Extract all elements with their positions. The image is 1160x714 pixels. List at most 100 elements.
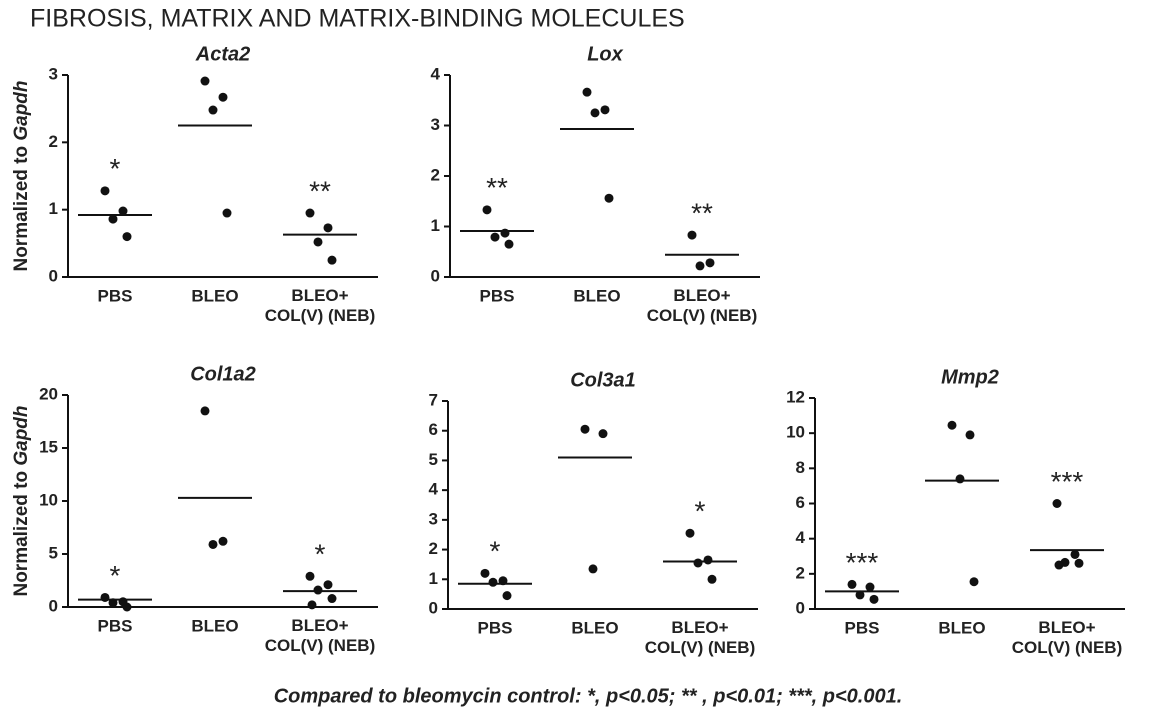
- footnote: Compared to bleomycin control: *, p<0.05…: [274, 685, 903, 707]
- data-point: [1052, 499, 1062, 508]
- data-point: [695, 261, 705, 271]
- y-axis-label-part: Gapdh: [11, 405, 32, 465]
- data-point: [118, 206, 128, 216]
- y-tick-label: 4: [796, 528, 806, 547]
- x-tick-label: PBS: [98, 286, 133, 305]
- data-point: [955, 474, 965, 484]
- data-point: [122, 232, 132, 242]
- data-point: [305, 571, 315, 581]
- data-point: [208, 105, 218, 115]
- data-point: [580, 424, 590, 434]
- data-point: [1074, 558, 1084, 568]
- significance: *: [695, 496, 706, 527]
- y-tick-label: 0: [796, 598, 805, 617]
- data-point: [502, 591, 512, 601]
- x-tick-label: PBS: [98, 616, 133, 635]
- data-point: [588, 564, 598, 574]
- data-point: [218, 92, 228, 102]
- data-point: [582, 87, 592, 97]
- data-point: [707, 574, 717, 584]
- data-point: [969, 577, 979, 587]
- x-tick-label: BLEO+ COL(V) (NEB): [647, 286, 757, 325]
- chart-title: Col1a2: [190, 363, 256, 385]
- y-tick-label: 10: [39, 490, 58, 509]
- data-point: [480, 568, 490, 578]
- data-point: [604, 193, 614, 203]
- data-point: [685, 528, 695, 538]
- data-point: [313, 585, 323, 595]
- data-point: [327, 594, 337, 604]
- data-point: [687, 230, 697, 240]
- y-tick-label: 2: [796, 563, 805, 582]
- y-tick-label: 6: [796, 493, 805, 512]
- x-tick-label: BLEO: [191, 616, 238, 635]
- y-tick-label: 1: [49, 199, 58, 218]
- x-tick-label: BLEO: [573, 286, 620, 305]
- data-point: [703, 555, 713, 565]
- y-tick-label: 5: [429, 450, 438, 469]
- y-axis-label: Normalized to Gapdh: [11, 405, 32, 596]
- y-axis-label: Normalized to Gapdh: [11, 80, 32, 271]
- x-tick-label: BLEO: [938, 618, 985, 637]
- significance: *: [110, 560, 121, 591]
- y-tick-label: 4: [431, 64, 441, 83]
- significance: ***: [846, 547, 879, 578]
- y-tick-label: 12: [786, 387, 805, 406]
- data-point: [965, 430, 975, 440]
- data-point: [108, 214, 118, 224]
- data-point: [693, 558, 703, 568]
- data-point: [313, 237, 323, 247]
- y-tick-label: 0: [49, 266, 58, 285]
- data-point: [323, 223, 333, 233]
- data-point: [847, 579, 857, 589]
- significance: *: [110, 153, 121, 184]
- y-tick-label: 6: [429, 420, 438, 439]
- x-tick-label: BLEO+ COL(V) (NEB): [1012, 618, 1122, 657]
- x-tick-label: BLEO+ COL(V) (NEB): [265, 616, 375, 655]
- y-tick-label: 1: [431, 216, 440, 235]
- y-tick-label: 3: [431, 115, 440, 134]
- y-tick-label: 7: [429, 390, 438, 409]
- data-point: [1054, 560, 1064, 570]
- chart-title: Acta2: [195, 43, 250, 65]
- y-tick-label: 3: [49, 64, 58, 83]
- x-tick-label: PBS: [480, 286, 515, 305]
- x-tick-label: BLEO: [571, 618, 618, 637]
- data-point: [218, 536, 228, 546]
- data-point: [869, 594, 879, 604]
- data-point: [100, 186, 110, 196]
- data-point: [600, 105, 610, 115]
- y-tick-label: 5: [49, 543, 58, 562]
- y-tick-label: 2: [429, 539, 438, 558]
- significance: ***: [1051, 466, 1084, 497]
- data-point: [590, 108, 600, 118]
- y-tick-label: 0: [429, 598, 438, 617]
- data-point: [200, 76, 210, 86]
- chart-title: Lox: [587, 43, 623, 65]
- data-point: [490, 232, 500, 242]
- y-tick-label: 0: [431, 266, 440, 285]
- data-point: [327, 255, 337, 265]
- y-tick-label: 1: [429, 569, 438, 588]
- y-axis-label-part: Gapdh: [11, 80, 32, 140]
- data-point: [208, 539, 218, 549]
- chart-title: Col3a1: [570, 369, 636, 391]
- y-tick-label: 15: [39, 437, 58, 456]
- significance: *: [315, 539, 326, 570]
- x-tick-label: BLEO+ COL(V) (NEB): [265, 286, 375, 325]
- x-tick-label: BLEO+ COL(V) (NEB): [645, 618, 755, 657]
- y-tick-label: 0: [49, 596, 58, 615]
- figure-title: FIBROSIS, MATRIX AND MATRIX-BINDING MOLE…: [30, 5, 685, 33]
- data-point: [305, 208, 315, 218]
- data-point: [947, 420, 957, 430]
- y-tick-label: 3: [429, 509, 438, 528]
- data-point: [323, 580, 333, 590]
- data-point: [222, 208, 232, 218]
- y-axis-label-part: Normalized to: [11, 141, 32, 272]
- data-point: [855, 590, 865, 600]
- x-tick-label: BLEO: [191, 286, 238, 305]
- chart-title: Mmp2: [941, 366, 999, 388]
- y-tick-label: 2: [431, 165, 440, 184]
- y-tick-label: 2: [49, 132, 58, 151]
